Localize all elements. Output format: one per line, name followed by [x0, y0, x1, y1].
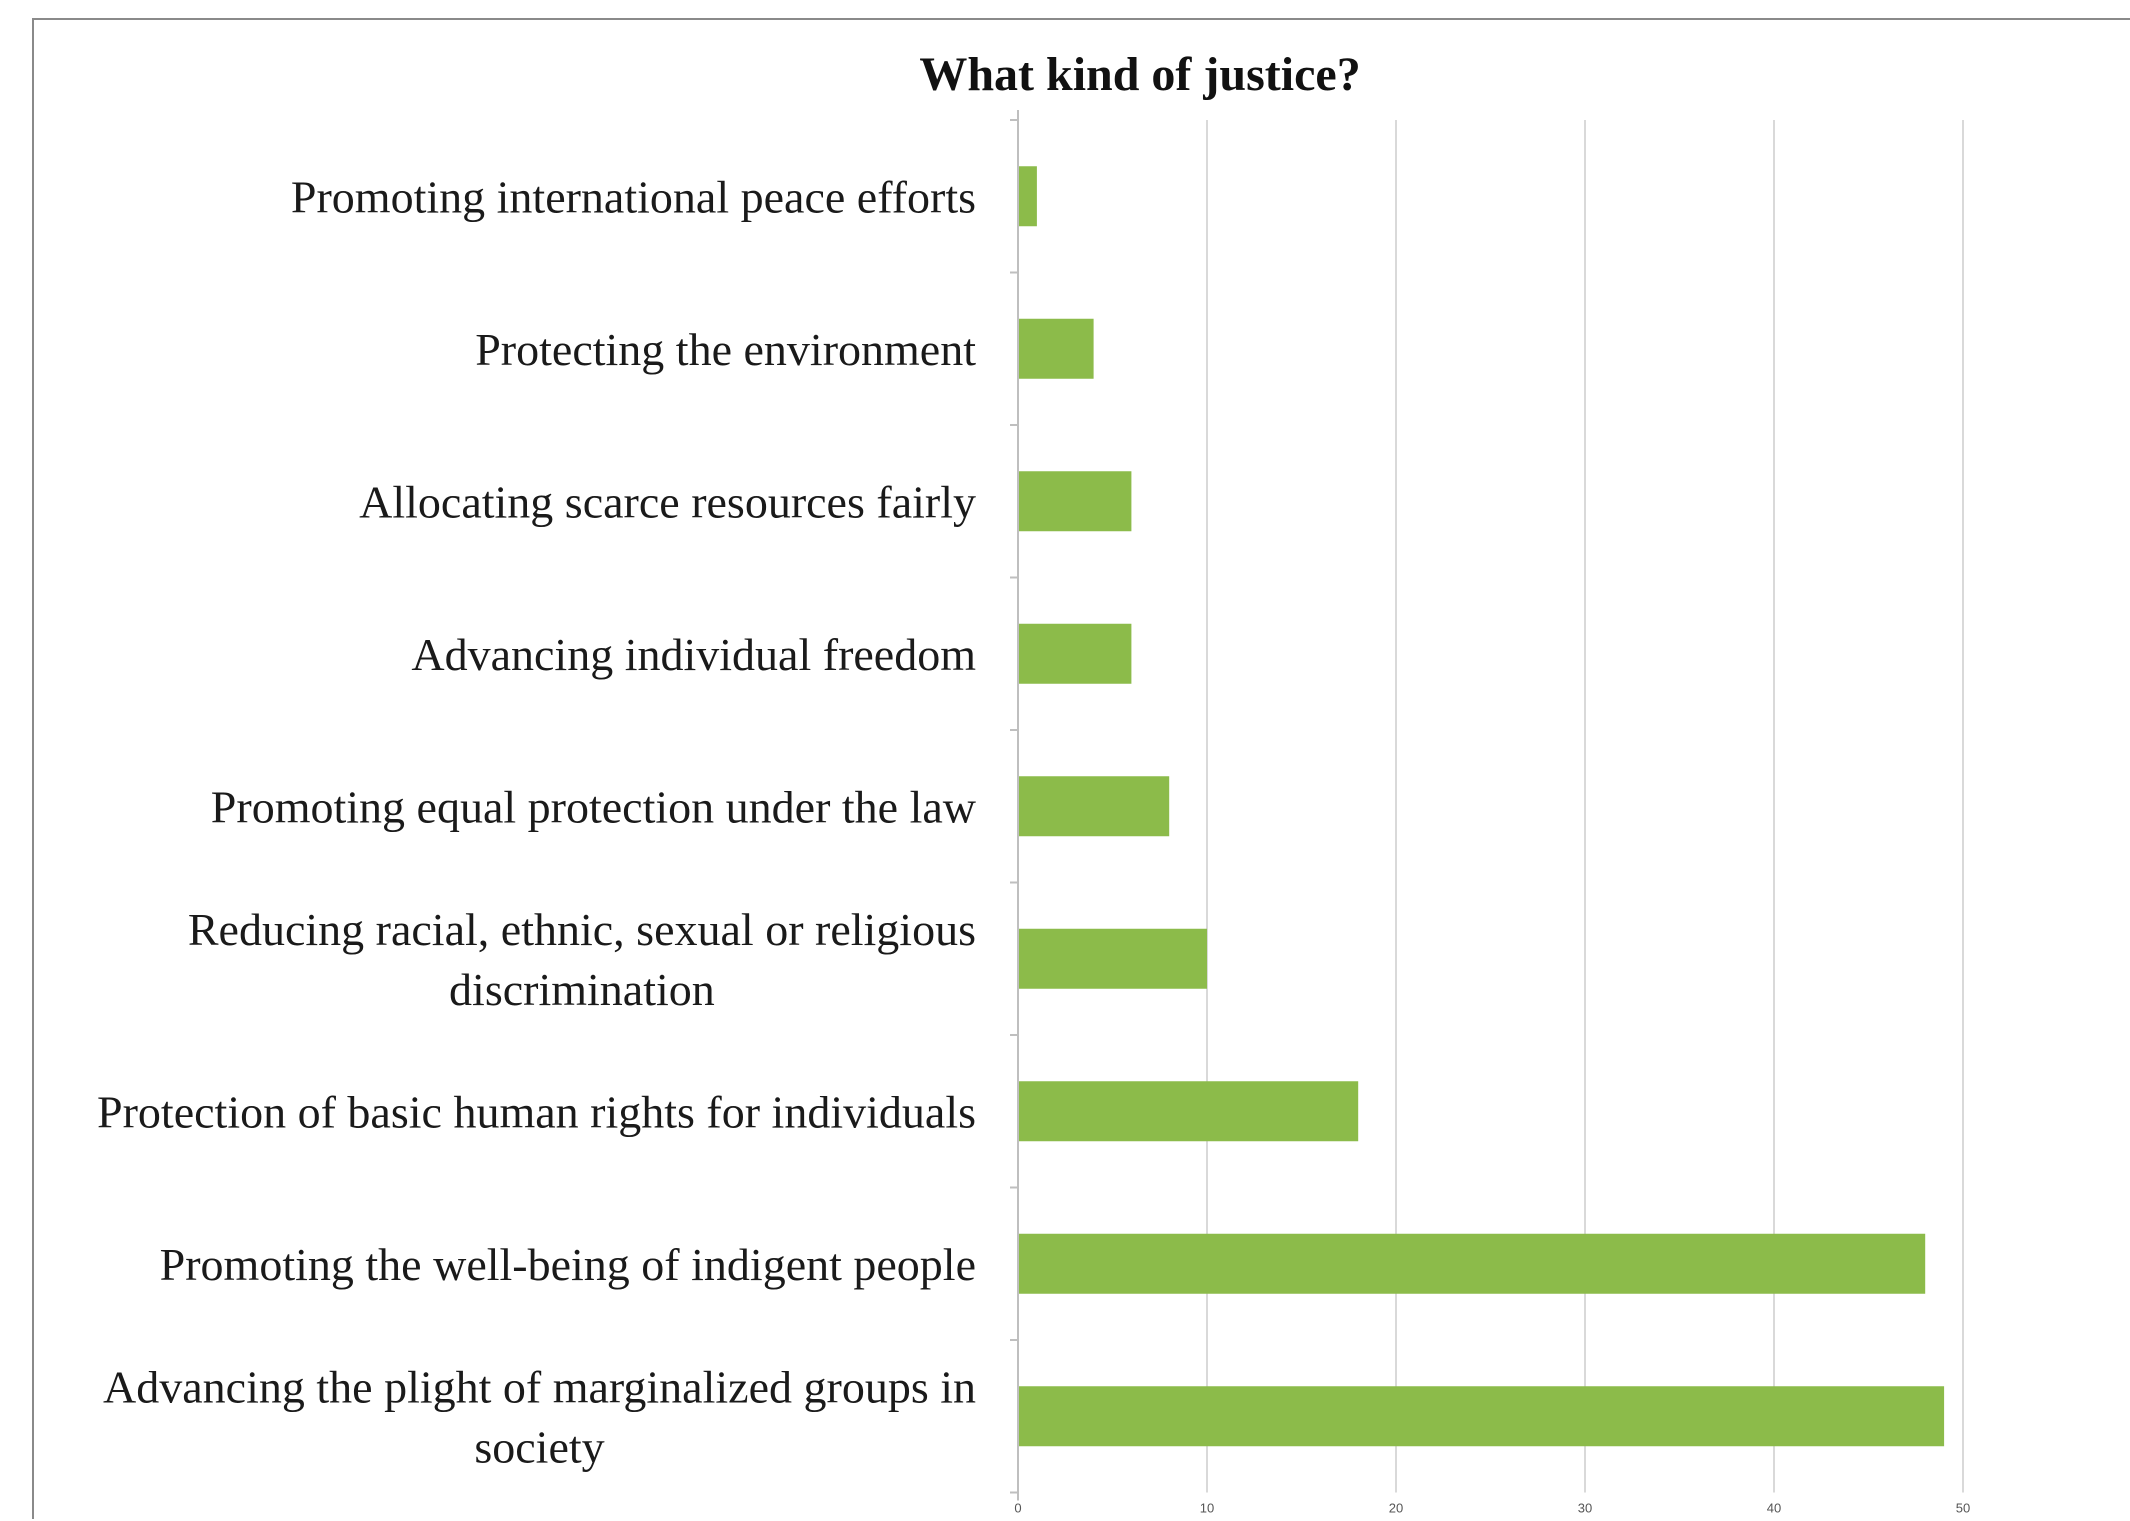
bar-4: [1019, 623, 1132, 684]
category-label-line: Reducing racial, ethnic, sexual or relig…: [188, 904, 976, 955]
bar-2: [1019, 318, 1094, 379]
category-labels: Promoting international peace efforts Pro…: [97, 171, 977, 1472]
category-label-line: Promoting international peace efforts: [291, 171, 976, 222]
category-label-line: Allocating scarce resources fairly: [359, 476, 976, 527]
category-label-line: Advancing individual freedom: [411, 629, 976, 680]
category-label-2: Protecting the environment: [475, 324, 976, 375]
x-tick-label: 0: [1014, 1501, 1021, 1516]
category-label-line: Promoting equal protection under the law: [211, 781, 977, 832]
category-label-line: discrimination: [449, 964, 715, 1015]
category-label-line: society: [474, 1421, 604, 1472]
bar-chart: Promoting international peace efforts Pro…: [97, 48, 1970, 1516]
category-axis: [1010, 110, 1019, 1501]
category-label-line: Advancing the plight of marginalized gro…: [103, 1361, 976, 1412]
x-tick-label: 40: [1767, 1501, 1781, 1516]
bar-7: [1019, 1081, 1359, 1142]
category-label-line: Promoting the well-being of indigent peo…: [160, 1239, 976, 1290]
category-label-3: Allocating scarce resources fairly: [359, 476, 976, 527]
bar-5: [1019, 776, 1170, 837]
x-tick-label: 30: [1578, 1501, 1592, 1516]
x-tick-label: 10: [1200, 1501, 1214, 1516]
category-label-4: Advancing individual freedom: [411, 629, 976, 680]
category-label-line: Protection of basic human rights for ind…: [97, 1086, 976, 1137]
chart-frame: Promoting international peace efforts Pro…: [32, 18, 2130, 1519]
category-label-line: Protecting the environment: [475, 324, 976, 375]
category-label-6: Reducing racial, ethnic, sexual or relig…: [188, 904, 976, 1015]
category-label-5: Promoting equal protection under the law: [211, 781, 977, 832]
bar-6: [1019, 928, 1207, 989]
bar-3: [1019, 471, 1132, 532]
category-label-1: Promoting international peace efforts: [291, 171, 976, 222]
bar-9: [1019, 1386, 1945, 1447]
x-tick-label: 20: [1389, 1501, 1403, 1516]
category-label-7: Protection of basic human rights for ind…: [97, 1086, 976, 1137]
category-label-8: Promoting the well-being of indigent peo…: [160, 1239, 976, 1290]
value-axis-ticks: 0 10 20 30 40 50: [1014, 1501, 1970, 1516]
bar-1: [1019, 166, 1037, 227]
category-label-9: Advancing the plight of marginalized gro…: [103, 1361, 976, 1472]
bar-8: [1019, 1233, 1926, 1294]
chart-title: What kind of justice?: [919, 48, 1360, 101]
x-tick-label: 50: [1956, 1501, 1970, 1516]
bars: [1019, 166, 1945, 1447]
